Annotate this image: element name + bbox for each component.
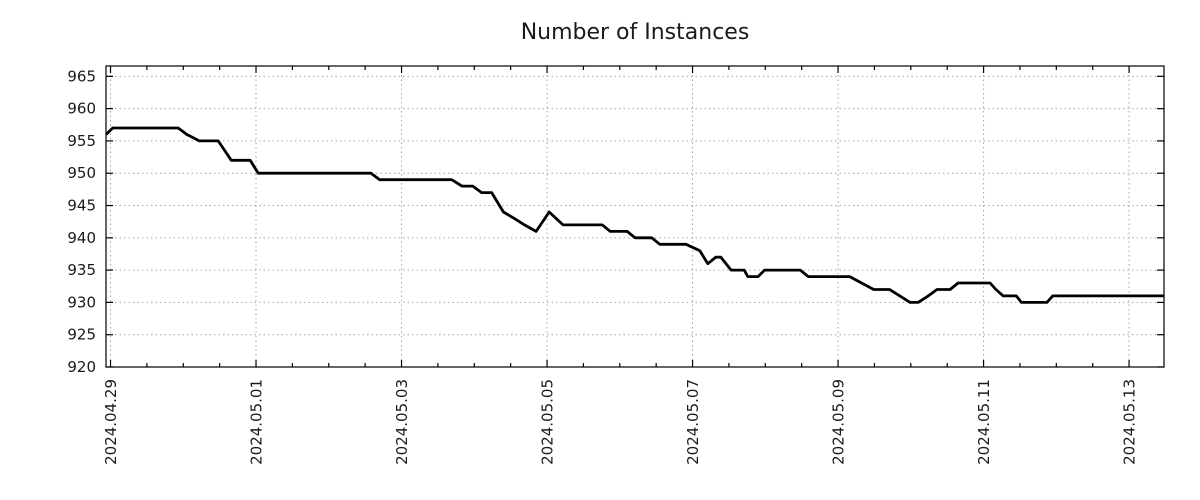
x-tick-label: 2024.04.29 bbox=[102, 379, 120, 465]
x-tick-label: 2024.05.07 bbox=[684, 379, 702, 465]
y-tick-label: 960 bbox=[67, 100, 96, 118]
series-line bbox=[105, 126, 1164, 304]
axes bbox=[105, 65, 1165, 368]
y-tick-label: 935 bbox=[67, 261, 96, 279]
x-tick-label: 2024.05.13 bbox=[1121, 379, 1139, 465]
y-tick-label: 945 bbox=[67, 197, 96, 215]
x-tick-label: 2024.05.09 bbox=[830, 379, 848, 465]
plot-border bbox=[105, 65, 1165, 368]
x-tick-label: 2024.05.01 bbox=[248, 379, 266, 465]
y-tick-label: 950 bbox=[67, 164, 96, 182]
x-tick-label: 2024.05.03 bbox=[393, 379, 411, 465]
y-tick-label: 925 bbox=[67, 326, 96, 344]
data-polyline bbox=[105, 126, 1164, 304]
x-tick-label: 2024.05.05 bbox=[539, 379, 557, 465]
chart-title: Number of Instances bbox=[521, 20, 750, 45]
x-tick-label: 2024.05.11 bbox=[975, 379, 993, 465]
y-tick-label: 940 bbox=[67, 229, 96, 247]
y-tick-label: 930 bbox=[67, 293, 96, 311]
y-tick-label: 965 bbox=[67, 67, 96, 85]
grid-lines bbox=[106, 66, 1164, 368]
y-tick-label: 955 bbox=[67, 132, 96, 150]
y-tick-label: 920 bbox=[67, 358, 96, 376]
tick-labels: 920 925 930 935 940 945 950 955 960 965 2024.04.29… bbox=[67, 67, 1138, 465]
